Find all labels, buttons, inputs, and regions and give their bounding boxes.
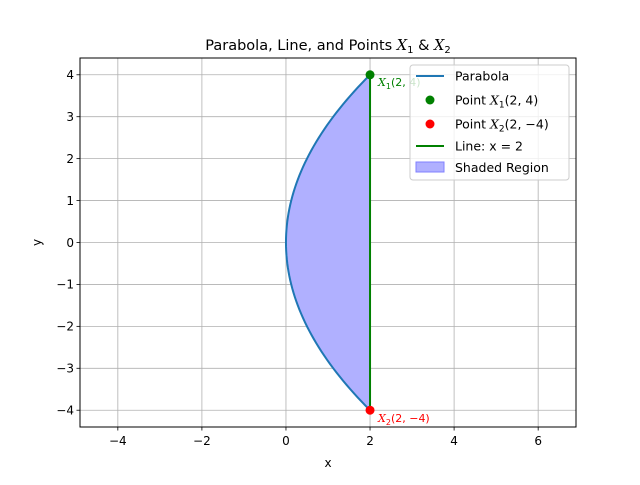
legend-point-x1-word: Point bbox=[455, 93, 490, 108]
legend-point-x2-swatch bbox=[425, 119, 435, 129]
legend-point-x2-sub: 2 bbox=[499, 125, 505, 135]
series-layer bbox=[284, 70, 375, 415]
annotation-x1-var: X bbox=[377, 76, 387, 89]
y-axis-label: y bbox=[30, 239, 44, 246]
legend-point-x2-word: Point bbox=[455, 117, 490, 132]
y-tick-label: 2 bbox=[66, 152, 74, 166]
chart-title-x2-sub: 2 bbox=[444, 45, 450, 56]
x-tick-label: 4 bbox=[450, 434, 458, 448]
chart-title-x2: X bbox=[433, 38, 445, 54]
x-tick-label: 0 bbox=[282, 434, 290, 448]
y-tick-label: −1 bbox=[56, 278, 74, 292]
y-tick-label: 3 bbox=[66, 110, 74, 124]
legend-parabola-label: Parabola bbox=[455, 69, 509, 84]
legend-point-x2-var: X bbox=[489, 117, 500, 132]
x-tick-label: 6 bbox=[534, 434, 542, 448]
chart-title: Parabola, Line, and Points X1 & X2 bbox=[205, 38, 450, 56]
y-tick-label: −3 bbox=[56, 362, 74, 376]
x-tick-label: −4 bbox=[109, 434, 127, 448]
annotation-x2: X2(2, −4) bbox=[377, 412, 430, 427]
point-x2-marker bbox=[365, 405, 375, 415]
legend-point-x1-var: X bbox=[489, 93, 500, 108]
chart-title-amp: & bbox=[414, 38, 435, 54]
point-x1-marker bbox=[365, 70, 375, 80]
axis-ticks: −4 −2 0 2 4 6 −4 −3 −2 −1 0 1 2 3 4 bbox=[56, 68, 542, 448]
annotation-x2-sub: 2 bbox=[386, 418, 391, 427]
chart-title-x1: X bbox=[396, 38, 408, 54]
y-tick-label: 1 bbox=[66, 194, 74, 208]
annotation-x2-var: X bbox=[377, 412, 387, 425]
y-tick-label: 4 bbox=[66, 68, 74, 82]
legend-line-label: Line: x = 2 bbox=[455, 139, 523, 154]
x-tick-label: 2 bbox=[366, 434, 374, 448]
x-tick-label: −2 bbox=[193, 434, 211, 448]
legend-point-x1-label: Point X1(2, 4) bbox=[455, 93, 538, 111]
y-tick-label: 0 bbox=[66, 236, 74, 250]
legend-point-x2-coords: (2, −4) bbox=[505, 117, 549, 132]
legend-shaded-label: Shaded Region bbox=[455, 160, 549, 175]
y-tick-label: −4 bbox=[56, 404, 74, 418]
plot-frame bbox=[79, 57, 577, 428]
legend-point-x1-swatch bbox=[425, 95, 435, 105]
annotation-x2-coords: (2, −4) bbox=[391, 412, 430, 425]
x-axis-label: x bbox=[324, 456, 331, 470]
chart-title-x1-sub: 1 bbox=[407, 45, 413, 56]
legend-point-x2-label: Point X2(2, −4) bbox=[455, 117, 549, 135]
legend-box bbox=[409, 64, 570, 181]
legend-point-x1-coords: (2, 4) bbox=[505, 93, 539, 108]
annotation-x1-sub: 1 bbox=[386, 82, 391, 91]
legend-point-x1-sub: 1 bbox=[499, 101, 505, 111]
parabola-curve bbox=[284, 74, 371, 411]
chart-title-text: Parabola, Line, and Points bbox=[205, 38, 397, 54]
y-tick-label: −2 bbox=[56, 320, 74, 334]
legend-shaded-swatch bbox=[415, 161, 445, 173]
legend: Parabola Point X1(2, 4) Point X2(2, −4) … bbox=[409, 64, 570, 181]
